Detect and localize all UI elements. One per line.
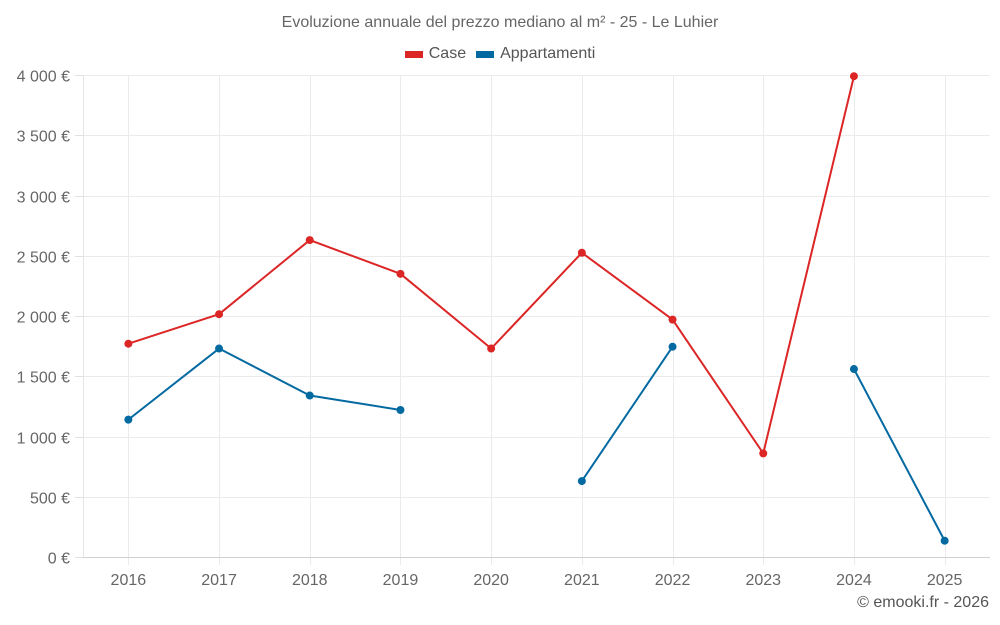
x-tick-label: 2019 [383,572,419,589]
data-point-case [759,449,768,458]
y-tick-label: 2 500 € [17,250,70,267]
legend-item-appartamenti[interactable]: Appartamenti [476,45,595,63]
series-line-appartamenti [581,346,674,482]
series-line-appartamenti [127,347,401,421]
data-point-appartamenti [577,477,586,486]
legend: Case Appartamenti [0,45,1000,63]
legend-label-appartamenti: Appartamenti [500,45,596,62]
data-point-appartamenti [396,405,405,414]
data-point-case [668,315,677,324]
data-point-case [305,236,314,245]
x-tick-label: 2017 [201,572,237,589]
y-tick-label: 4 000 € [17,69,70,86]
x-tick-label: 2023 [745,572,781,589]
legend-label-case: Case [428,45,467,62]
y-tick-label: 3 500 € [17,129,70,146]
data-point-appartamenti [849,365,858,374]
chart-title: Evoluzione annuale del prezzo mediano al… [281,14,719,31]
y-tick-label: 0 € [48,551,70,568]
y-tick-label: 1 000 € [17,431,70,448]
series-line-appartamenti [853,368,946,542]
x-tick-label: 2025 [927,572,963,589]
x-tick-label: 2018 [292,572,328,589]
data-point-appartamenti [124,415,133,424]
data-point-case [396,269,405,278]
x-tick-label: 2016 [111,572,147,589]
data-point-appartamenti [305,391,314,400]
legend-item-case[interactable]: Case [404,45,467,63]
y-tick-label: 2 000 € [17,310,70,327]
legend-swatch-appartamenti [476,50,495,58]
x-tick-label: 2022 [655,572,691,589]
x-tick-label: 2020 [473,572,509,589]
data-point-case [215,310,224,319]
data-point-appartamenti [940,536,949,545]
y-tick-label: 1 500 € [17,370,70,387]
x-tick-label: 2024 [836,572,872,589]
y-tick-label: 500 € [30,491,70,508]
data-point-case [577,248,586,257]
credit-text: © emooki.fr - 2026 [857,594,989,611]
data-point-appartamenti [215,344,224,353]
x-tick-label: 2021 [564,572,600,589]
data-point-case [849,72,858,81]
y-tick-label: 3 000 € [17,190,70,207]
data-point-case [124,339,133,348]
data-point-appartamenti [668,342,677,351]
legend-swatch-case [404,50,423,58]
data-point-case [487,344,496,353]
